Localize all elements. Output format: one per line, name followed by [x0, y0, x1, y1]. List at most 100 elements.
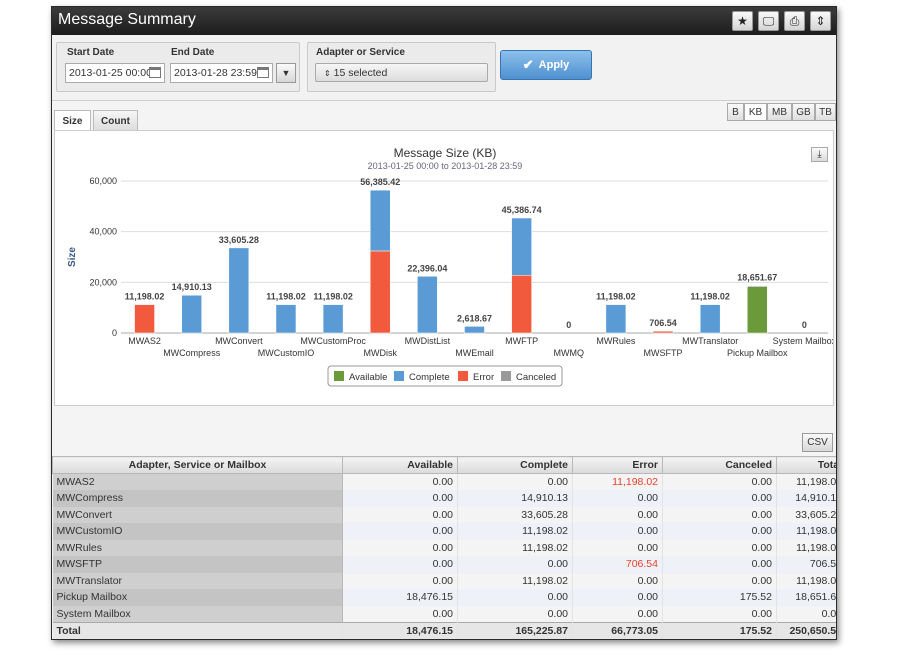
data-label: 33,605.28: [219, 235, 259, 245]
header-adapter[interactable]: Adapter, Service or Mailbox: [52, 456, 343, 474]
cell-error: 0.00: [572, 490, 663, 507]
cell-canceled: 0.00: [662, 539, 777, 556]
cell-canceled: 0.00: [662, 490, 777, 507]
legend-swatch: [394, 371, 404, 381]
cell-available: 0.00: [342, 556, 458, 573]
calendar-icon[interactable]: [257, 67, 269, 78]
bar-segment: [747, 285, 768, 287]
collapse-button[interactable]: ⇕: [810, 11, 831, 31]
cell-canceled: 0.00: [662, 572, 777, 589]
tab-size[interactable]: Size: [54, 110, 91, 132]
table-total-row: Total 18,476.15 165,225.87 66,773.05 175.52 2…: [52, 621, 836, 639]
cell-error: 0.00: [572, 523, 663, 540]
favorite-button[interactable]: ★: [732, 11, 753, 31]
apply-button[interactable]: ✔ Apply: [500, 50, 592, 80]
data-label: 45,386.74: [502, 205, 542, 215]
message-size-chart: Message Size (KB)2013-01-25 00:00 to 201…: [67, 146, 836, 387]
cell-error: 0.00: [572, 589, 663, 606]
cell-total: 33,605.28: [776, 506, 836, 523]
cell-canceled: 0.00: [662, 473, 777, 490]
cell-total: 11,198.02: [776, 473, 836, 490]
cell-canceled: 0.00: [662, 506, 777, 523]
y-tick-label: 20,000: [89, 277, 117, 287]
adapter-select[interactable]: ⇕ 15 selected: [315, 63, 488, 82]
x-tick-label: MWDisk: [363, 348, 397, 358]
cell-complete: 0.00: [457, 589, 573, 606]
calendar-icon[interactable]: [149, 67, 161, 78]
start-date-input[interactable]: 2013-01-25 00:00: [65, 63, 165, 83]
unit-kb-button[interactable]: KB: [744, 103, 767, 121]
csv-export-button[interactable]: CSV: [802, 433, 833, 452]
unit-tb-button[interactable]: TB: [815, 103, 836, 121]
print-button[interactable]: ⎙: [784, 11, 805, 31]
cell-available: 0.00: [342, 506, 458, 523]
cell-complete: 165,225.87: [457, 621, 573, 639]
cell-complete: 14,910.13: [457, 490, 573, 507]
data-label: 22,396.04: [407, 263, 447, 273]
cell-total: 18,651.67: [776, 589, 836, 606]
unit-b-button[interactable]: B: [727, 103, 744, 121]
bar-segment: [464, 326, 485, 334]
x-tick-label: MWFTP: [505, 336, 538, 346]
download-icon: ⤓: [817, 149, 822, 160]
bar-segment: [275, 304, 297, 334]
x-tick-label: System Mailbox: [773, 336, 833, 346]
data-label: 11,198.02: [125, 292, 165, 302]
cell-canceled: 0.00: [662, 523, 777, 540]
chart-title: Message Size (KB): [394, 146, 497, 160]
end-date-input[interactable]: 2013-01-28 23:59: [170, 63, 273, 83]
table-row[interactable]: Pickup Mailbox 18,476.15 0.00 0.00 175.52 18,…: [52, 589, 836, 606]
cell-complete: 11,198.02: [457, 539, 573, 556]
summary-table-wrapper: Adapter, Service or Mailbox Available Co…: [52, 456, 836, 639]
header-total[interactable]: Total: [776, 456, 836, 474]
bar-segment: [652, 330, 674, 334]
y-tick-label: 0: [112, 328, 117, 338]
data-label: 0: [566, 320, 571, 330]
legend-label: Complete: [409, 372, 450, 383]
unit-mb-button[interactable]: MB: [767, 103, 792, 121]
cell-canceled: 175.52: [662, 589, 777, 606]
header-canceled[interactable]: Canceled: [662, 456, 777, 474]
tab-count[interactable]: Count: [93, 110, 138, 131]
y-tick-label: 40,000: [89, 227, 117, 237]
bar-segment: [181, 294, 202, 334]
bar-segment: [369, 189, 391, 252]
x-tick-label: MWDistList: [405, 336, 451, 346]
bar-segment: [228, 247, 250, 334]
cell-total: 14,910.13: [776, 490, 836, 507]
header-error[interactable]: Error: [572, 456, 663, 474]
data-label: 14,910.13: [172, 282, 212, 292]
cell-total: 11,198.02: [776, 539, 836, 556]
unit-gb-button[interactable]: GB: [792, 103, 815, 121]
legend-swatch: [501, 371, 511, 381]
end-date-value: 2013-01-28 23:59: [174, 67, 257, 79]
cell-error: 11,198.02: [572, 473, 663, 490]
cell-name: Pickup Mailbox: [52, 589, 343, 606]
cell-available: 18,476.15: [342, 621, 458, 639]
adapter-group: Adapter or Service ⇕ 15 selected: [307, 42, 496, 92]
cell-error: 706.54: [572, 556, 663, 573]
cell-available: 18,476.15: [342, 589, 458, 606]
tab-size-label: Size: [62, 116, 83, 127]
cell-total: 11,198.02: [776, 523, 836, 540]
table-row[interactable]: MWTranslator 0.00 11,198.02 0.00 0.00 11,198.…: [52, 572, 836, 589]
x-tick-label: MWCompress: [163, 348, 221, 358]
legend-swatch: [334, 371, 344, 381]
apply-label: Apply: [538, 59, 570, 71]
view-tabs: Size Count: [52, 107, 836, 132]
header-available[interactable]: Available: [342, 456, 458, 474]
cell-complete: 0.00: [457, 556, 573, 573]
header-complete[interactable]: Complete: [457, 456, 573, 474]
x-tick-label: MWCustomIO: [258, 348, 315, 358]
check-icon: ✔: [522, 57, 534, 72]
date-dropdown-button[interactable]: ▼: [276, 63, 296, 83]
monitor-button[interactable]: 🖵: [758, 11, 779, 31]
chart-download-button[interactable]: ⤓: [811, 147, 828, 162]
